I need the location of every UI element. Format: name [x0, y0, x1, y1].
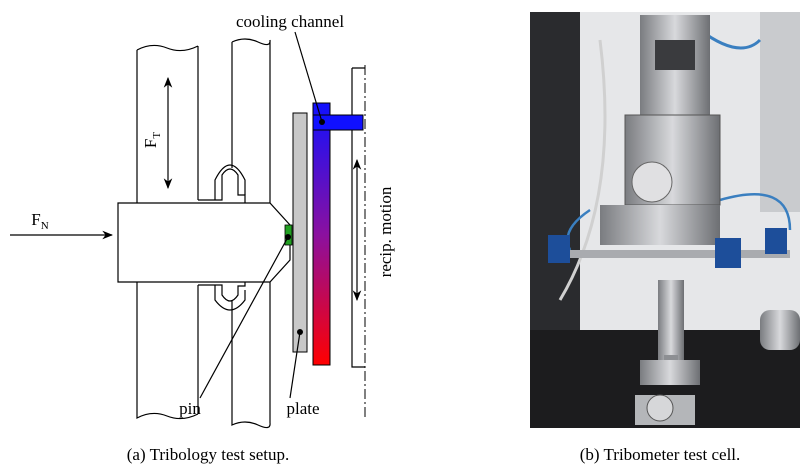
leader-dot — [285, 234, 291, 240]
housing — [351, 67, 365, 368]
leader-plate — [289, 331, 301, 399]
bellows-outer — [214, 164, 246, 311]
plate — [292, 112, 308, 353]
label: plate — [286, 399, 319, 418]
cooling-channel — [312, 102, 331, 366]
label: FN — [31, 210, 48, 232]
label: cooling channel — [236, 12, 344, 31]
bellows — [198, 168, 246, 302]
holder-column — [231, 38, 271, 429]
caption: (b) Tribometer test cell. — [580, 445, 741, 464]
label: FT — [141, 132, 163, 148]
caption: (a) Tribology test setup. — [127, 445, 289, 464]
label-sub: N — [41, 220, 49, 232]
photo — [530, 12, 800, 428]
label-main: F — [31, 210, 40, 229]
pin-body — [117, 202, 291, 283]
label-main: F — [141, 139, 160, 148]
label-sub: T — [151, 132, 163, 139]
leader-cooling — [294, 31, 323, 123]
cooling-inlet — [312, 114, 364, 131]
label: pin — [179, 399, 201, 418]
label: recip. motion — [376, 186, 395, 277]
left-column — [136, 44, 199, 420]
diagram: cooling channel FT FN recip. motion pin … — [10, 12, 395, 429]
leader-dot — [319, 119, 325, 125]
leader-pin — [199, 236, 289, 399]
leader-dot — [297, 329, 303, 335]
